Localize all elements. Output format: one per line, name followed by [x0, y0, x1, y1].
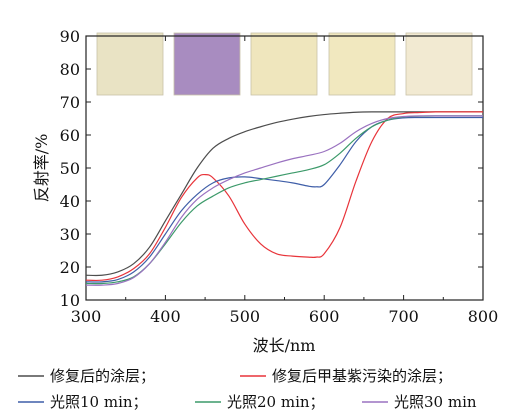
- legend-label-1: 修复后的涂层；: [50, 367, 155, 385]
- legend-label-3: 光照10 min；: [50, 393, 148, 411]
- x-axis-label: 波长/nm: [253, 336, 316, 355]
- legend: 修复后的涂层； 修复后甲基紫污染的涂层； 光照10 min； 光照20 min； 光照3…: [18, 367, 477, 411]
- series-line-2: [85, 111, 483, 282]
- series-line-1: [85, 111, 483, 277]
- swatch-stained: [173, 32, 241, 96]
- y-tick-label: 20: [60, 258, 80, 277]
- x-tick-label: 500: [230, 307, 261, 326]
- x-tick-label: 400: [150, 307, 181, 326]
- sample-swatches: [96, 32, 473, 96]
- legend-label-2: 修复后甲基紫污染的涂层；: [272, 367, 452, 385]
- x-tick-label: 800: [468, 307, 499, 326]
- y-tick-label: 50: [60, 159, 80, 178]
- x-tick-label: 700: [388, 307, 419, 326]
- y-tick-label: 30: [60, 225, 80, 244]
- x-tick-label: 600: [309, 307, 340, 326]
- series-line-5: [85, 115, 483, 286]
- axis-ticks: 300 400 500 600 700 800 10 20 30 40 50 60 70 80 90: [60, 27, 499, 326]
- swatch-light-30: [405, 32, 473, 96]
- y-tick-label: 70: [60, 93, 80, 112]
- y-tick-label: 40: [60, 192, 80, 211]
- legend-label-4: 光照20 min；: [227, 393, 325, 411]
- x-tick-label: 300: [71, 307, 102, 326]
- swatch-repaired: [96, 32, 164, 96]
- swatch-light-10: [250, 32, 318, 96]
- y-axis-label: 反射率/%: [32, 134, 51, 203]
- y-tick-label: 60: [60, 126, 80, 145]
- y-tick-label: 80: [60, 60, 80, 79]
- swatch-light-20: [328, 32, 396, 96]
- series-line-3: [85, 116, 483, 283]
- series-layer: [85, 111, 483, 286]
- y-tick-label: 10: [60, 291, 80, 310]
- y-tick-label: 90: [60, 27, 80, 46]
- legend-label-5: 光照30 min: [394, 393, 477, 411]
